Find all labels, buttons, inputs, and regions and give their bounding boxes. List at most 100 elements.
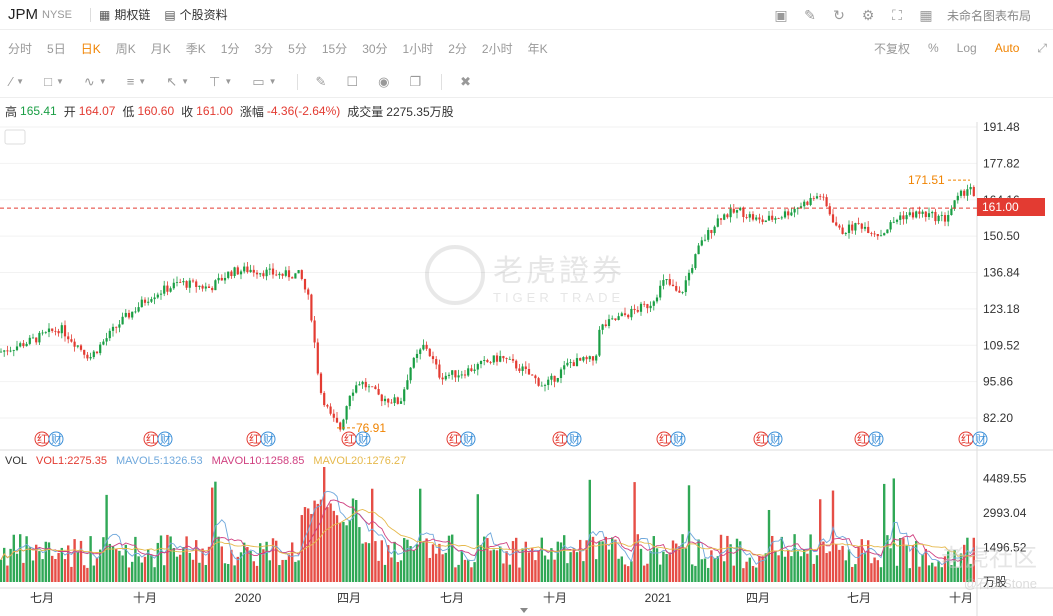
- candle-body: [195, 281, 198, 287]
- pen-icon[interactable]: ✎: [315, 73, 327, 89]
- line-tool-icon[interactable]: ∕ ▼: [10, 74, 25, 89]
- candle-body: [755, 217, 758, 220]
- pattern-tool-icon[interactable]: ∿ ▼: [83, 73, 107, 89]
- grid-layout-icon[interactable]: ▦: [919, 6, 933, 23]
- volume-bar: [723, 561, 726, 582]
- earnings-event-marker[interactable]: 红财: [552, 431, 582, 447]
- period-tab[interactable]: 日K: [80, 41, 101, 56]
- earnings-event-marker[interactable]: 红财: [34, 431, 64, 447]
- candle-body: [953, 200, 956, 209]
- rectangle-tool-icon[interactable]: □ ▼: [44, 74, 64, 89]
- volume-bar: [572, 548, 575, 582]
- candle-body: [729, 208, 732, 218]
- earnings-event-marker[interactable]: 红财: [143, 431, 173, 447]
- price-axis-label: 109.52: [983, 338, 1020, 352]
- log-toggle[interactable]: Log: [956, 41, 977, 55]
- candle-body: [483, 360, 486, 362]
- period-tab[interactable]: 2分: [448, 41, 467, 56]
- volume-bar: [531, 548, 534, 582]
- adjust-dropdown[interactable]: 不复权: [873, 41, 910, 56]
- candle-body: [291, 277, 294, 279]
- refresh-icon[interactable]: ↻: [833, 6, 845, 23]
- volume-bar: [943, 556, 947, 582]
- measure-tool-icon[interactable]: ▭ ▼: [252, 73, 277, 89]
- candle-body: [252, 269, 255, 273]
- earnings-event-marker[interactable]: 红财: [246, 431, 276, 447]
- low-label: 低: [122, 104, 135, 119]
- copy-icon[interactable]: ❐: [409, 73, 422, 89]
- period-tab[interactable]: 5分: [288, 41, 307, 56]
- fullscreen-icon[interactable]: ⛶: [892, 6, 902, 23]
- candle-body: [275, 274, 278, 276]
- collapse-button[interactable]: [4, 129, 26, 145]
- kline-chart[interactable]: 191.48177.82164.16150.50136.84123.18109.…: [0, 122, 1053, 616]
- period-tab[interactable]: 5日: [47, 41, 66, 56]
- period-tab[interactable]: 1小时: [402, 41, 434, 56]
- gear-icon[interactable]: ⚙: [861, 6, 875, 23]
- volume-bar: [492, 549, 495, 582]
- volume-bar: [399, 560, 403, 582]
- volume-bar: [262, 549, 265, 582]
- candle-body: [505, 358, 508, 360]
- mavol20-value: MAVOL20:1276.27: [313, 455, 407, 467]
- divider: [89, 7, 91, 22]
- fibonacci-tool-icon[interactable]: ≡ ▼: [126, 74, 147, 89]
- volume-bar: [105, 494, 108, 582]
- volume-bar: [201, 548, 204, 582]
- period-tab[interactable]: 3分: [254, 41, 274, 56]
- candle-body: [556, 377, 559, 382]
- candle-body: [601, 324, 604, 330]
- volume-bar: [883, 483, 886, 582]
- earnings-event-marker[interactable]: 红财: [341, 431, 371, 447]
- chart-type-icon[interactable]: ▣: [774, 6, 788, 23]
- lock-icon[interactable]: ☐: [346, 73, 359, 89]
- candle-body: [86, 354, 89, 359]
- layout-dropdown[interactable]: 未命名图表布局: [946, 8, 1031, 23]
- earnings-event-marker[interactable]: 红财: [446, 431, 476, 447]
- volume-bar: [457, 564, 460, 582]
- volume-bar: [771, 535, 774, 582]
- volume-bar: [275, 540, 278, 582]
- period-tab[interactable]: 2小时: [481, 41, 513, 56]
- candle-body: [841, 227, 844, 234]
- candle-body: [220, 277, 223, 281]
- earnings-event-marker[interactable]: 红财: [753, 431, 783, 447]
- candle-body: [172, 282, 175, 289]
- period-tab[interactable]: 1分: [220, 41, 240, 56]
- auto-toggle[interactable]: Auto: [994, 41, 1020, 55]
- period-tab[interactable]: 周K: [115, 41, 136, 56]
- event-marker-label2: 财: [770, 432, 781, 446]
- scroll-down-icon[interactable]: [520, 608, 528, 613]
- candle-body: [604, 324, 607, 326]
- candle-body: [540, 385, 543, 387]
- options-chain-icon: ▦: [98, 7, 111, 22]
- text-tool-icon[interactable]: ⊤ ▼: [209, 73, 233, 89]
- candle-body: [249, 269, 252, 273]
- arrow-tool-icon[interactable]: ↖ ▼: [166, 73, 190, 89]
- earnings-event-marker[interactable]: 红财: [854, 431, 884, 447]
- period-tab[interactable]: 分时: [8, 41, 33, 56]
- volume-bar: [406, 539, 409, 582]
- period-tab[interactable]: 15分: [321, 41, 348, 56]
- period-tab[interactable]: 年K: [527, 41, 548, 56]
- price-axis-label: 191.48: [983, 122, 1020, 134]
- earnings-event-marker[interactable]: 红财: [958, 431, 988, 447]
- percent-toggle[interactable]: %: [928, 41, 939, 55]
- edit-icon[interactable]: ✎: [804, 6, 816, 23]
- change-value: -4.36(-2.64%): [266, 104, 341, 118]
- volume-bar: [550, 548, 553, 582]
- eye-icon[interactable]: ◉: [378, 73, 390, 89]
- volume-bar: [633, 482, 636, 582]
- options-chain-button[interactable]: ▦ 期权链: [99, 6, 150, 23]
- stock-profile-button[interactable]: ▤ 个股资料: [164, 6, 227, 23]
- fullscreen-icon[interactable]: ⤢: [1037, 40, 1047, 55]
- earnings-event-marker[interactable]: 红财: [656, 431, 686, 447]
- candle-body: [262, 273, 265, 277]
- period-tab[interactable]: 30分: [362, 41, 388, 56]
- period-tab[interactable]: 季K: [185, 41, 206, 56]
- volume-bar: [409, 546, 412, 582]
- volume-bar: [454, 567, 457, 582]
- candle-body: [607, 319, 611, 326]
- period-tab[interactable]: 月K: [150, 41, 171, 56]
- trash-icon[interactable]: ✖: [460, 73, 471, 89]
